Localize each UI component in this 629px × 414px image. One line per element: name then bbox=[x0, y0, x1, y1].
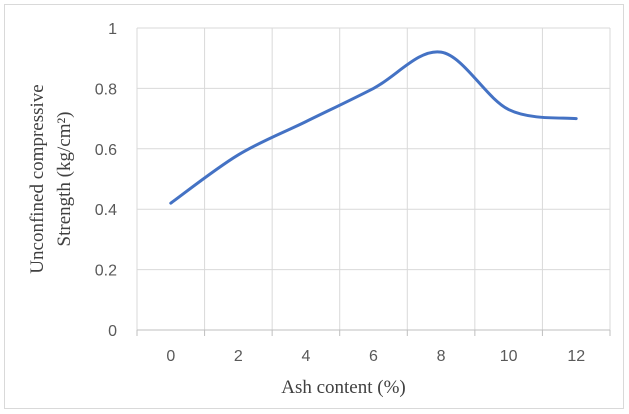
tick-labels: 00.20.40.60.810 2 4 6 8 10 12 bbox=[95, 21, 585, 365]
y-tick-label: 0.6 bbox=[95, 142, 117, 159]
x-tick-label: 6 bbox=[369, 348, 378, 365]
y-tick-label: 0 bbox=[108, 323, 117, 340]
y-axis-title-line2: Strength (kg/cm²) bbox=[54, 112, 75, 247]
y-tick-label: 0.8 bbox=[95, 81, 117, 98]
x-tick-label: 10 bbox=[500, 348, 518, 365]
x-tick-label: 4 bbox=[301, 348, 310, 365]
series-line bbox=[169, 50, 578, 205]
x-axis-title: Ash content (%) bbox=[281, 377, 406, 398]
y-axis-title-line1: Unconfined compressive bbox=[27, 84, 48, 273]
series-layer bbox=[169, 50, 578, 205]
axes bbox=[136, 329, 611, 336]
chart-frame bbox=[4, 4, 624, 409]
x-tick-label: 2 bbox=[234, 348, 243, 365]
y-tick-label: 0.4 bbox=[95, 202, 117, 219]
x-tick-label: 0 bbox=[166, 348, 175, 365]
x-tick-label: 8 bbox=[437, 348, 446, 365]
y-tick-label: 0.2 bbox=[95, 263, 117, 280]
grid bbox=[136, 27, 611, 330]
y-tick-label: 1 bbox=[108, 21, 117, 38]
x-tick-label: 12 bbox=[567, 348, 585, 365]
